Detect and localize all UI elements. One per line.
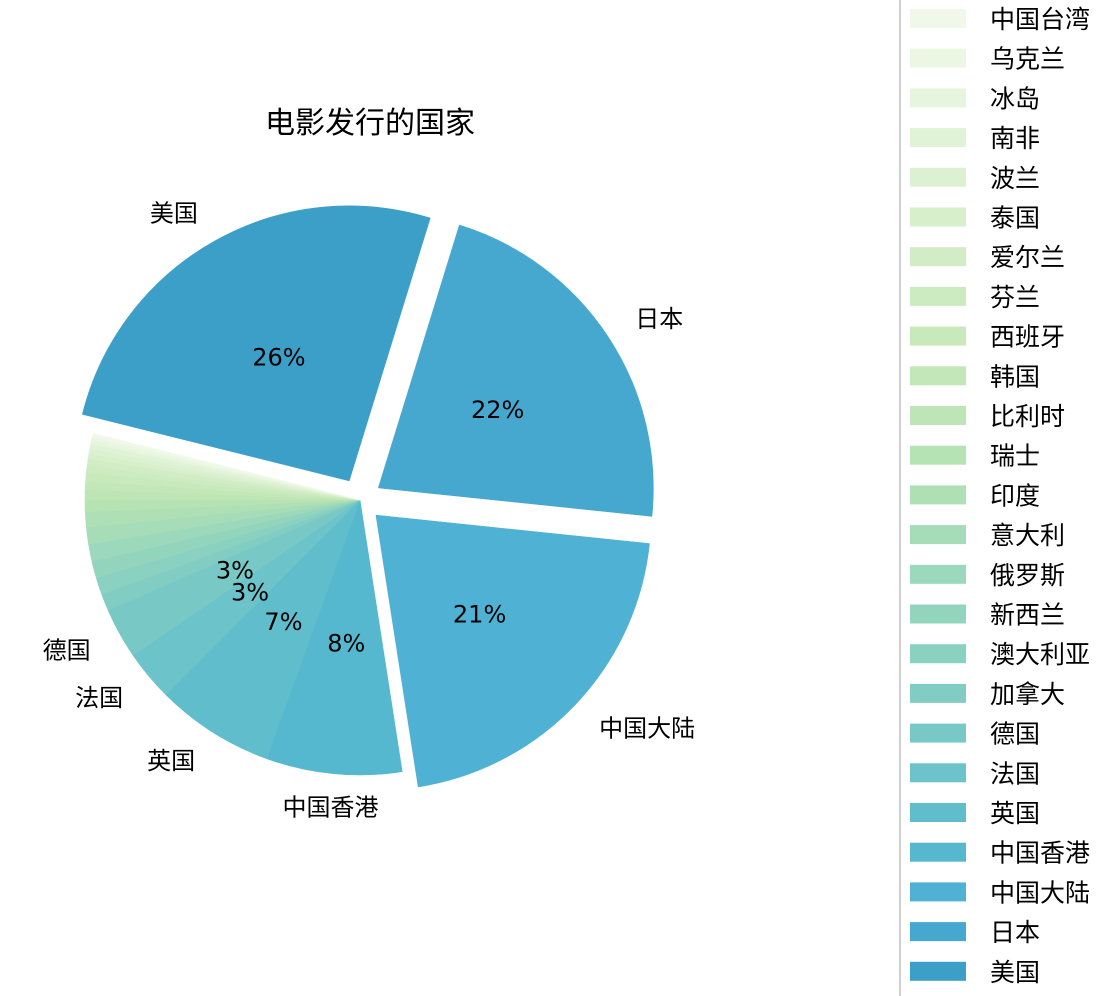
category-label: 日本 — [635, 305, 683, 333]
legend-label: 法国 — [990, 759, 1040, 788]
legend-label: 加拿大 — [990, 680, 1065, 709]
category-label: 法国 — [75, 684, 123, 712]
legend-swatch — [910, 88, 966, 108]
legend-label: 日本 — [990, 918, 1040, 947]
legend-swatch — [910, 445, 966, 465]
category-label: 英国 — [147, 747, 195, 775]
pie-slice-slice-1 — [81, 205, 431, 482]
legend-label: 新西兰 — [990, 601, 1065, 630]
legend-label: 印度 — [990, 481, 1040, 510]
pie-slice-slice-3 — [375, 514, 650, 788]
legend-swatch — [910, 564, 966, 584]
legend-swatch — [910, 286, 966, 306]
percent-label: 22% — [471, 396, 524, 424]
legend-label: 美国 — [990, 958, 1040, 987]
legend-label: 中国香港 — [990, 839, 1090, 868]
legend-swatch — [910, 803, 966, 822]
category-label: 中国大陆 — [599, 714, 695, 742]
legend-swatch — [910, 406, 966, 425]
legend-label: 瑞士 — [990, 442, 1040, 471]
legend-swatch — [910, 763, 966, 783]
legend-swatch — [910, 207, 966, 227]
legend-swatch — [910, 128, 966, 148]
legend-label: 乌克兰 — [990, 45, 1065, 74]
legend-label: 意大利 — [990, 521, 1065, 550]
legend-label: 韩国 — [990, 362, 1040, 391]
percent-label: 26% — [252, 343, 305, 371]
legend-swatch — [910, 366, 966, 386]
legend-swatch — [910, 525, 966, 545]
percent-label: 8% — [327, 629, 365, 657]
legend-label: 泰国 — [990, 204, 1040, 233]
legend-label: 冰岛 — [990, 84, 1040, 113]
chart-title: 电影发行的国家 — [265, 106, 475, 141]
legend-label: 爱尔兰 — [990, 243, 1065, 272]
percent-label: 21% — [453, 601, 506, 629]
legend-label: 芬兰 — [990, 283, 1040, 312]
legend-swatch — [910, 247, 966, 267]
legend-swatch — [910, 9, 966, 28]
legend-swatch — [910, 961, 966, 981]
legend-label: 南非 — [990, 124, 1040, 153]
legend: 中国台湾乌克兰冰岛南非波兰泰国爱尔兰芬兰西班牙韩国比利时瑞士印度意大利俄罗斯新西… — [899, 0, 1115, 996]
legend-label: 波兰 — [990, 164, 1040, 193]
pie-slices — [81, 205, 654, 788]
percent-label: 7% — [264, 608, 302, 636]
legend-label: 俄罗斯 — [990, 561, 1065, 590]
legend-label: 中国台湾 — [990, 5, 1090, 34]
legend-swatch — [910, 882, 966, 902]
legend-swatch — [910, 723, 966, 743]
legend-label: 德国 — [990, 720, 1040, 749]
category-label: 德国 — [43, 636, 91, 664]
legend-swatch — [910, 167, 966, 187]
percent-label: 3% — [231, 578, 269, 606]
legend-label: 中国大陆 — [990, 878, 1090, 907]
legend-label: 比利时 — [990, 402, 1065, 431]
legend-label: 澳大利亚 — [990, 640, 1090, 669]
legend-swatch — [910, 326, 966, 346]
legend-swatch — [910, 683, 966, 703]
category-label: 中国香港 — [283, 794, 379, 822]
legend-label: 西班牙 — [990, 323, 1065, 352]
pie-slice-slice-25 — [91, 433, 361, 501]
percent-label: 3% — [216, 556, 254, 584]
legend-swatch — [910, 485, 966, 505]
percent-labels: 26%22%21%8%7%3%3% — [216, 343, 524, 657]
legend-label: 英国 — [990, 799, 1040, 828]
pie-slice-slice-4 — [266, 499, 403, 776]
pie-slice-slice-2 — [377, 224, 654, 517]
legend-swatch — [910, 644, 966, 664]
legend-swatch — [910, 604, 966, 624]
legend-swatch — [910, 48, 966, 68]
category-label: 美国 — [150, 200, 198, 228]
legend-swatch — [910, 842, 966, 862]
pie-slice-slice-5 — [165, 499, 361, 760]
legend-swatch — [910, 922, 966, 942]
